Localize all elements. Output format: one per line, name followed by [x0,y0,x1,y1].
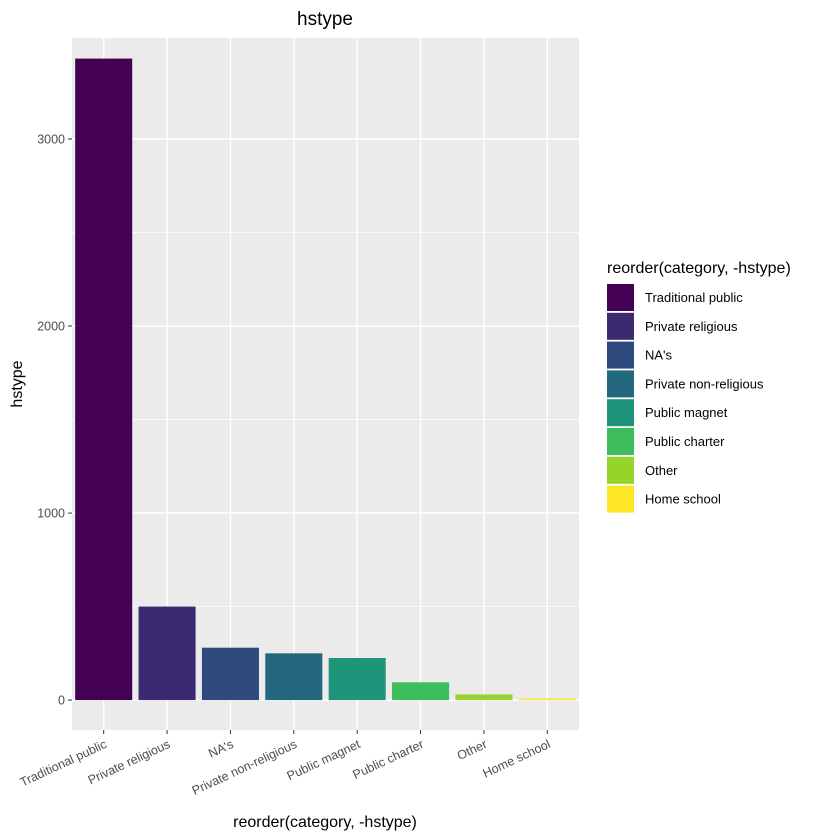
legend-label: Home school [645,492,721,507]
legend-label: Other [645,463,678,478]
legend-label: Public charter [645,434,725,449]
x-tick-label: Public charter [351,737,426,782]
legend-key [607,456,634,484]
y-tick-label: 3000 [37,132,65,146]
bar [392,682,450,701]
legend-label: Private religious [645,319,738,334]
bar [138,606,196,701]
legend: reorder(category, -hstype) Traditional p… [607,260,791,513]
x-tick-label: Other [455,737,489,763]
y-tick-label: 0 [58,694,65,708]
legend-key [607,399,634,427]
legend-label: Public magnet [645,405,728,420]
y-tick-label: 1000 [37,507,65,521]
bars [75,58,576,701]
bar [75,58,133,701]
bar [518,698,576,701]
legend-label: Private non-religious [645,376,764,391]
legend-label: NA's [645,348,673,363]
legend-key [607,284,634,311]
bar [201,647,259,701]
legend-title: reorder(category, -hstype) [607,260,791,277]
bar [328,657,386,701]
bar [455,694,513,701]
x-tick-label: Public magnet [285,737,363,783]
x-tick-label: Home school [481,737,553,781]
bar [265,653,323,701]
x-axis-title: reorder(category, -hstype) [233,814,417,831]
y-tick-label: 2000 [37,320,65,334]
legend-key [607,485,634,513]
x-tick-label: Private non-religious [190,737,299,798]
legend-key [607,312,634,340]
legend-key [607,428,634,455]
x-tick-label: NA's [206,737,235,761]
y-axis-title: hstype [9,360,26,407]
legend-key [607,341,634,369]
legend-label: Traditional public [645,290,743,305]
y-axis: 0 1000 2000 3000 [37,132,72,708]
chart-title: hstype [297,9,353,30]
legend-key [607,370,634,398]
